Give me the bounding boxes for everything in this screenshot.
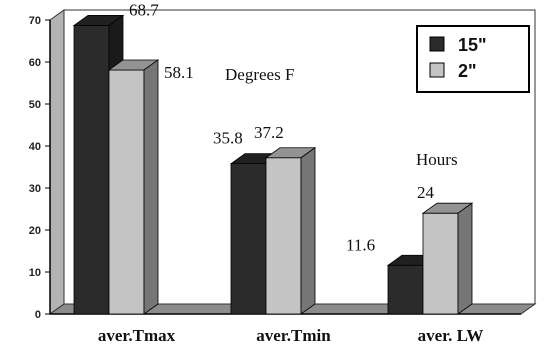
bar-front	[387, 264, 424, 315]
legend: 15" 2"	[416, 25, 530, 93]
data-label: 68.7	[129, 0, 159, 19]
annotation-hours: Hours	[416, 150, 458, 169]
data-label: 24	[417, 183, 435, 202]
bar-side	[300, 146, 316, 315]
bar	[107, 59, 160, 315]
legend-label-15in: 15"	[458, 35, 487, 55]
bar-front	[422, 212, 459, 315]
y-tick-label: 70	[29, 15, 41, 27]
y-tick-label: 60	[29, 57, 41, 69]
category-label: aver.Tmax	[98, 326, 176, 345]
data-label: 37.2	[254, 123, 284, 142]
bar-front	[265, 157, 302, 315]
legend-swatch-15in	[429, 36, 445, 52]
chart-bars	[72, 14, 474, 315]
bar-side	[143, 59, 159, 315]
data-label: 35.8	[213, 129, 243, 148]
data-label: 11.6	[346, 235, 375, 254]
bar	[421, 202, 474, 315]
bar	[264, 146, 317, 315]
side-wall	[49, 9, 65, 315]
bar-front	[108, 69, 145, 315]
y-tick-label: 30	[29, 183, 41, 195]
category-label: aver.Tmin	[256, 326, 331, 345]
y-tick-label: 10	[29, 267, 41, 279]
chart-labels: Degrees F Hours 68.7 58.1 aver.Tmax 35.8 37.…	[98, 0, 484, 345]
y-tick-label: 50	[29, 99, 41, 111]
y-tick-label: 40	[29, 141, 41, 153]
bar-front	[230, 163, 267, 315]
legend-swatch-2in	[429, 62, 445, 78]
bar-side	[457, 202, 473, 315]
bar-front	[73, 25, 110, 315]
data-label: 58.1	[164, 63, 194, 82]
category-label: aver. LW	[418, 326, 484, 345]
annotation-degrees-f: Degrees F	[225, 65, 294, 84]
legend-label-2in: 2"	[458, 61, 477, 81]
y-tick-label: 0	[35, 309, 41, 321]
y-tick-label: 20	[29, 225, 41, 237]
